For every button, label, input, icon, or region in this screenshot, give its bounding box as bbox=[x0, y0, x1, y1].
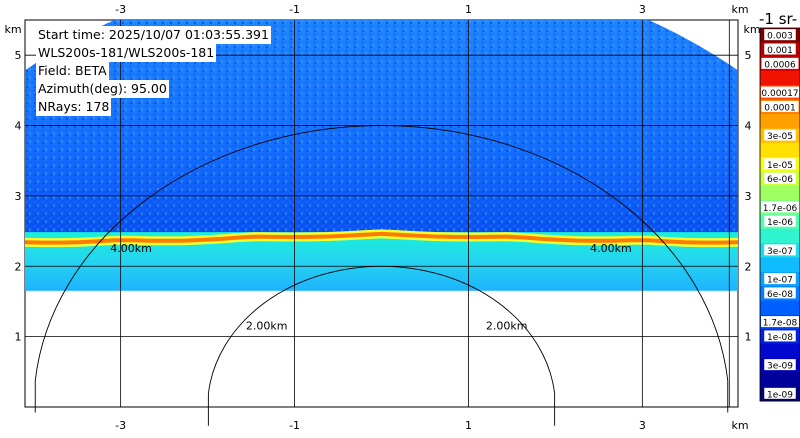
aerosol-layer-core bbox=[25, 231, 738, 245]
colorbar-label-bg bbox=[764, 129, 796, 141]
x-tick-label-bottom: -3 bbox=[115, 419, 126, 432]
y-tick-label-left: 5 bbox=[15, 49, 22, 62]
axis-ticks: -3 -3 -1 -1 1 1 3 3 km km 1 1 2 2 3 3 4 4 5 5 km km bbox=[4, 3, 760, 432]
colorbar-level-label: 1.7e-08 bbox=[763, 319, 798, 329]
y-tick-label-right: 2 bbox=[745, 260, 752, 273]
colorbar-label-bg bbox=[764, 287, 796, 299]
x-tick-label-top: 1 bbox=[465, 3, 472, 16]
y-tick-label-left: 2 bbox=[15, 260, 22, 273]
azimuth-text: Azimuth(deg): 95.00 bbox=[36, 80, 169, 98]
colorbar-label-bg bbox=[764, 244, 796, 256]
colorbar-segment bbox=[760, 372, 800, 388]
colorbar-level-label: 3e-09 bbox=[767, 362, 793, 372]
colorbar-label-bg bbox=[764, 158, 796, 170]
colorbar-level-label: 3e-07 bbox=[767, 247, 793, 257]
range-ring-0 bbox=[207, 265, 556, 426]
colorbar-segment bbox=[760, 300, 800, 316]
colorbar-segment bbox=[760, 71, 800, 86]
colorbar-segment bbox=[760, 114, 800, 129]
colorbar-label-bg bbox=[764, 29, 796, 41]
colorbar-level-label: 6e-08 bbox=[767, 290, 793, 300]
colorbar-label-bg bbox=[761, 86, 799, 98]
colorbar: 0.003 0.001 0.0006 0.00017 0.0001 3e-05 1e-05 6… bbox=[759, 27, 800, 402]
field-text: Field: BETA bbox=[36, 62, 109, 80]
colorbar-level-label: 1e-07 bbox=[767, 276, 793, 286]
x-tick-label-top: -1 bbox=[289, 3, 300, 16]
range-rings: 2.00km 2.00km 4.00km 4.00km bbox=[34, 125, 729, 426]
y-tick-label-right: 1 bbox=[745, 331, 752, 344]
range-ring-label: 4.00km bbox=[590, 242, 632, 255]
colorbar-segment bbox=[760, 257, 800, 273]
colorbar-level-label: 0.0001 bbox=[764, 103, 796, 113]
colorbar-level-label: 1e-09 bbox=[767, 390, 793, 400]
colorbar-level-label: 1e-08 bbox=[767, 333, 793, 343]
colorbar-level-label: 6e-06 bbox=[767, 175, 793, 185]
range-ring-label: 2.00km bbox=[486, 320, 528, 333]
colorbar-level-label: 1e-06 bbox=[767, 218, 793, 228]
colorbar-label-bg bbox=[764, 330, 796, 342]
y-axis-unit: km bbox=[743, 23, 760, 36]
colorbar-segment bbox=[760, 142, 800, 158]
x-axis-unit: km bbox=[731, 3, 748, 16]
x-tick-label-bottom: 1 bbox=[465, 419, 472, 432]
y-tick-label-left: 4 bbox=[15, 120, 22, 133]
colorbar-level-label: 3e-05 bbox=[767, 132, 793, 142]
y-tick-label-left: 3 bbox=[15, 190, 22, 203]
colorbar-label-bg bbox=[764, 387, 796, 399]
colorbar-segment bbox=[760, 343, 800, 359]
x-tick-label-top: -3 bbox=[115, 3, 126, 16]
colorbar-level-label: 1.7e-06 bbox=[763, 204, 798, 214]
range-ring-1 bbox=[34, 125, 729, 413]
x-tick-label-bottom: -1 bbox=[289, 419, 300, 432]
y-tick-label-left: 1 bbox=[15, 331, 22, 344]
start-time-text: Start time: 2025/10/07 01:03:55.391 bbox=[36, 26, 271, 44]
colorbar-level-label: 1e-05 bbox=[767, 161, 793, 171]
y-tick-label-right: 4 bbox=[745, 120, 752, 133]
range-ring-label: 2.00km bbox=[246, 320, 288, 333]
y-tick-label-right: 5 bbox=[745, 49, 752, 62]
colorbar-frame bbox=[759, 27, 800, 402]
colorbar-segment bbox=[760, 185, 800, 201]
colorbar-label-bg bbox=[764, 359, 796, 371]
colorbar-segment bbox=[760, 228, 800, 244]
x-tick-label-top: 3 bbox=[639, 3, 646, 16]
y-tick-label-right: 3 bbox=[745, 190, 752, 203]
colorbar-label-bg bbox=[761, 100, 799, 112]
colorbar-label-bg bbox=[764, 273, 796, 285]
colorbar-level-label: 0.00017 bbox=[761, 89, 798, 99]
range-ring-label: 4.00km bbox=[110, 242, 152, 255]
nrays-text: NRays: 178 bbox=[36, 98, 112, 116]
colorbar-label-bg bbox=[761, 201, 799, 213]
colorbar-level-label: 0.001 bbox=[767, 46, 793, 56]
colorbar-label-bg bbox=[764, 215, 796, 227]
colorbar-label-bg bbox=[761, 57, 799, 69]
colorbar-label-bg bbox=[764, 43, 796, 55]
instrument-text: WLS200s-181/WLS200s-181 bbox=[36, 44, 217, 62]
colorbar-label-bg bbox=[764, 172, 796, 184]
scan-info-box: Start time: 2025/10/07 01:03:55.391 WLS2… bbox=[36, 26, 271, 116]
colorbar-level-label: 0.003 bbox=[767, 32, 793, 42]
y-axis-unit: km bbox=[4, 23, 21, 36]
x-tick-label-bottom: 3 bbox=[639, 419, 646, 432]
colorbar-level-label: 0.0006 bbox=[764, 60, 796, 70]
colorbar-unit-label: -1 sr- bbox=[759, 10, 798, 28]
colorbar-label-bg bbox=[761, 316, 799, 328]
x-axis-unit: km bbox=[731, 419, 748, 432]
